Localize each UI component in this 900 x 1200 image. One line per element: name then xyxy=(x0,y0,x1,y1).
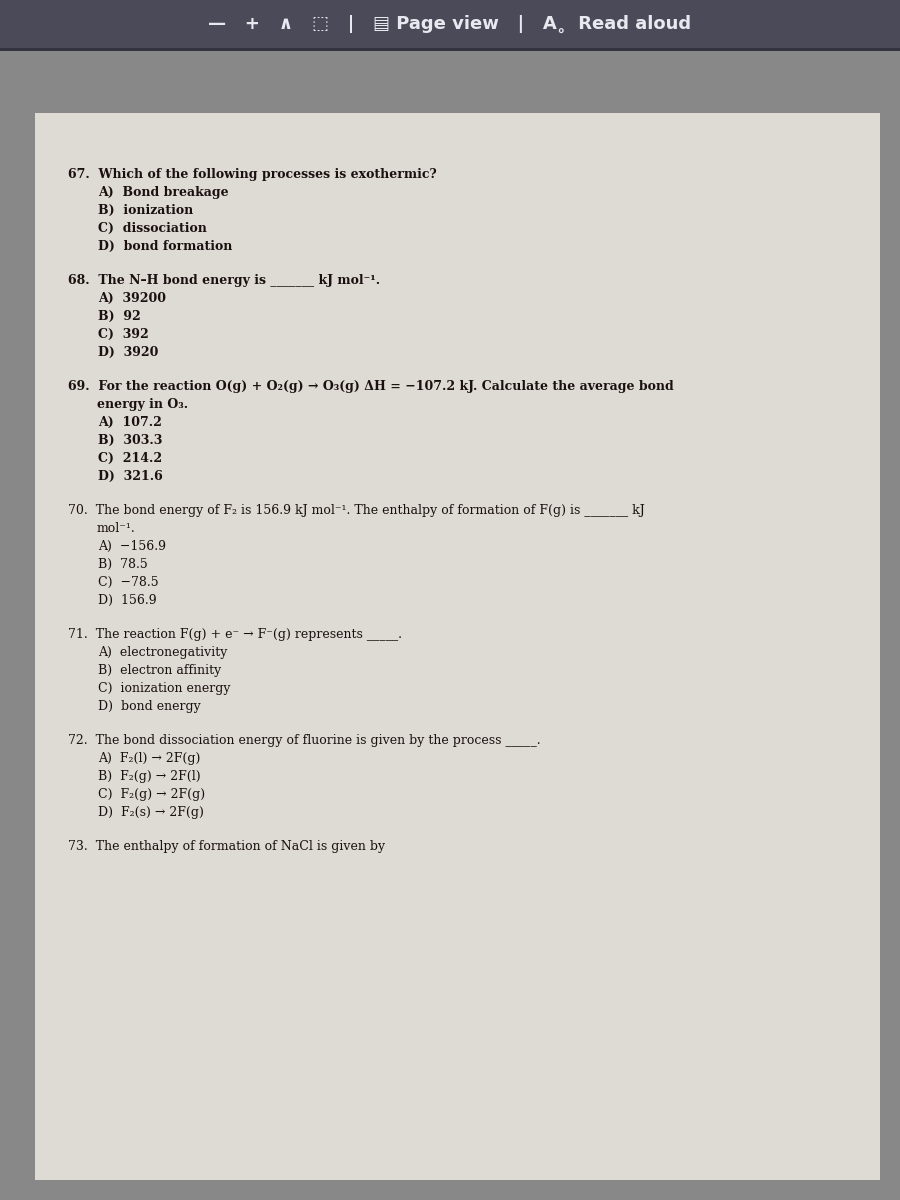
Text: 71.  The reaction F(g) + e⁻ → F⁻(g) represents _____.: 71. The reaction F(g) + e⁻ → F⁻(g) repre… xyxy=(68,628,402,641)
Bar xyxy=(0,1180,900,1200)
Text: C)  F₂(g) → 2F(g): C) F₂(g) → 2F(g) xyxy=(98,788,205,802)
Text: B)  F₂(g) → 2F(l): B) F₂(g) → 2F(l) xyxy=(98,770,201,782)
Text: —   +   ∧   ⬚   |   ▤ Page view   |   A˳  Read aloud: — + ∧ ⬚ | ▤ Page view | A˳ Read aloud xyxy=(209,14,691,34)
Text: B)  92: B) 92 xyxy=(98,310,140,323)
Text: 70.  The bond energy of F₂ is 156.9 kJ mol⁻¹. The enthalpy of formation of F(g) : 70. The bond energy of F₂ is 156.9 kJ mo… xyxy=(68,504,644,517)
Text: D)  F₂(s) → 2F(g): D) F₂(s) → 2F(g) xyxy=(98,806,204,818)
Text: energy in O₃.: energy in O₃. xyxy=(97,398,188,410)
Text: B)  ionization: B) ionization xyxy=(98,204,194,217)
Text: B)  78.5: B) 78.5 xyxy=(98,558,148,571)
Text: C)  214.2: C) 214.2 xyxy=(98,452,162,464)
Text: D)  bond formation: D) bond formation xyxy=(98,240,232,253)
Text: A)  39200: A) 39200 xyxy=(98,292,166,305)
Text: mol⁻¹.: mol⁻¹. xyxy=(97,522,136,535)
Bar xyxy=(880,113,900,1180)
Text: A)  107.2: A) 107.2 xyxy=(98,416,162,428)
Text: A)  Bond breakage: A) Bond breakage xyxy=(98,186,229,199)
Text: A)  −156.9: A) −156.9 xyxy=(98,540,166,553)
Bar xyxy=(35,113,880,1180)
Text: D)  bond energy: D) bond energy xyxy=(98,700,201,713)
Bar xyxy=(0,113,35,1180)
Text: 73.  The enthalpy of formation of NaCl is given by: 73. The enthalpy of formation of NaCl is… xyxy=(68,840,385,853)
Text: 69.  For the reaction O(g) + O₂(g) → O₃(g) ΔH = −107.2 kJ. Calculate the average: 69. For the reaction O(g) + O₂(g) → O₃(g… xyxy=(68,380,674,392)
Bar xyxy=(0,48,900,50)
Text: C)  ionization energy: C) ionization energy xyxy=(98,682,230,695)
Bar xyxy=(0,48,900,113)
Text: 67.  Which of the following processes is exothermic?: 67. Which of the following processes is … xyxy=(68,168,436,181)
Text: A)  F₂(l) → 2F(g): A) F₂(l) → 2F(g) xyxy=(98,752,201,766)
Text: A)  electronegativity: A) electronegativity xyxy=(98,646,228,659)
Text: D)  3920: D) 3920 xyxy=(98,346,158,359)
Bar xyxy=(0,0,900,48)
Text: C)  392: C) 392 xyxy=(98,328,148,341)
Text: D)  156.9: D) 156.9 xyxy=(98,594,157,607)
Text: D)  321.6: D) 321.6 xyxy=(98,470,163,482)
Text: C)  dissociation: C) dissociation xyxy=(98,222,207,235)
Text: B)  303.3: B) 303.3 xyxy=(98,434,162,446)
Text: C)  −78.5: C) −78.5 xyxy=(98,576,158,589)
Text: 68.  The N–H bond energy is _______ kJ mol⁻¹.: 68. The N–H bond energy is _______ kJ mo… xyxy=(68,274,380,287)
Text: B)  electron affinity: B) electron affinity xyxy=(98,664,221,677)
Text: 72.  The bond dissociation energy of fluorine is given by the process _____.: 72. The bond dissociation energy of fluo… xyxy=(68,734,541,746)
